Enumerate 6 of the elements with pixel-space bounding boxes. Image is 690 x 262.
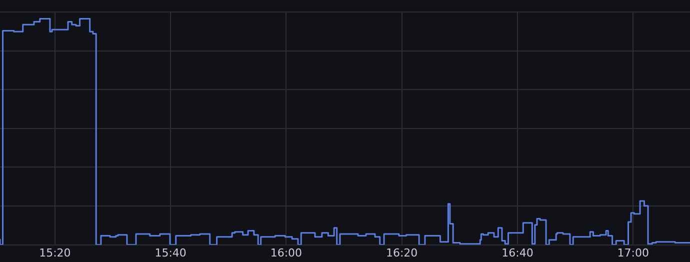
x-tick-label: 16:40	[502, 246, 534, 260]
x-tick-label: 15:40	[154, 246, 186, 260]
x-tick-label: 15:20	[39, 246, 71, 260]
x-tick-label: 16:20	[386, 246, 418, 260]
x-tick-label: 17:00	[617, 246, 649, 260]
x-tick-label: 16:00	[270, 246, 302, 260]
